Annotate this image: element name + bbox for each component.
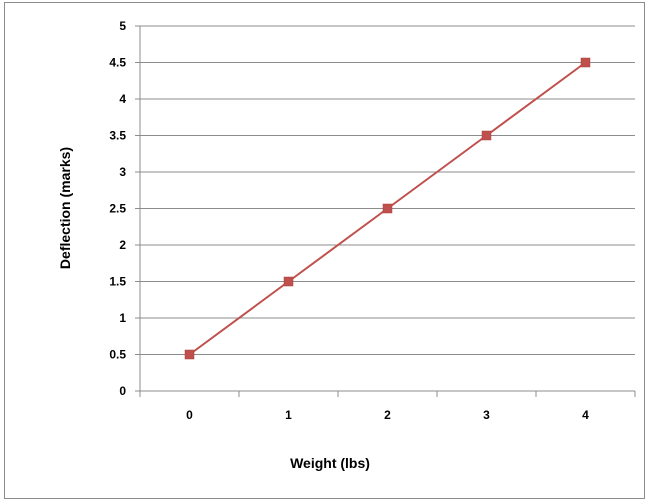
- data-point-marker: [283, 276, 294, 287]
- x-tick-label: 3: [483, 408, 490, 422]
- data-point-marker: [481, 130, 492, 141]
- y-tick-label: 4: [119, 92, 126, 106]
- x-tick-label: 2: [384, 408, 391, 422]
- y-axis-title: Deflection (marks): [57, 147, 73, 269]
- y-tick-label: 1.5: [109, 275, 126, 289]
- chart-frame: [4, 2, 645, 499]
- data-series: [184, 57, 591, 360]
- y-tick-label: 5: [119, 19, 126, 33]
- x-tick-label: 1: [285, 408, 292, 422]
- y-tick-label: 2: [119, 238, 126, 252]
- x-tick-label: 4: [582, 408, 589, 422]
- y-tick-labels: 0 0.5 1 1.5 2 2.5 3 3.5 4 4.5 5: [109, 19, 126, 398]
- y-tick-label: 0: [119, 384, 126, 398]
- y-tick-label: 3.5: [109, 129, 126, 143]
- x-tick-label: 0: [186, 408, 193, 422]
- y-tick-label: 3: [119, 165, 126, 179]
- x-tick-labels: 0 1 2 3 4: [186, 408, 589, 422]
- axes: [139, 26, 636, 397]
- data-point-marker: [184, 349, 195, 360]
- data-point-marker: [580, 57, 591, 68]
- y-tick-label: 1: [119, 311, 126, 325]
- data-point-marker: [382, 203, 393, 214]
- x-axis-title: Weight (lbs): [290, 455, 370, 471]
- y-tick-label: 0.5: [109, 348, 126, 362]
- y-tick-label: 2.5: [109, 202, 126, 216]
- y-tick-label: 4.5: [109, 56, 126, 70]
